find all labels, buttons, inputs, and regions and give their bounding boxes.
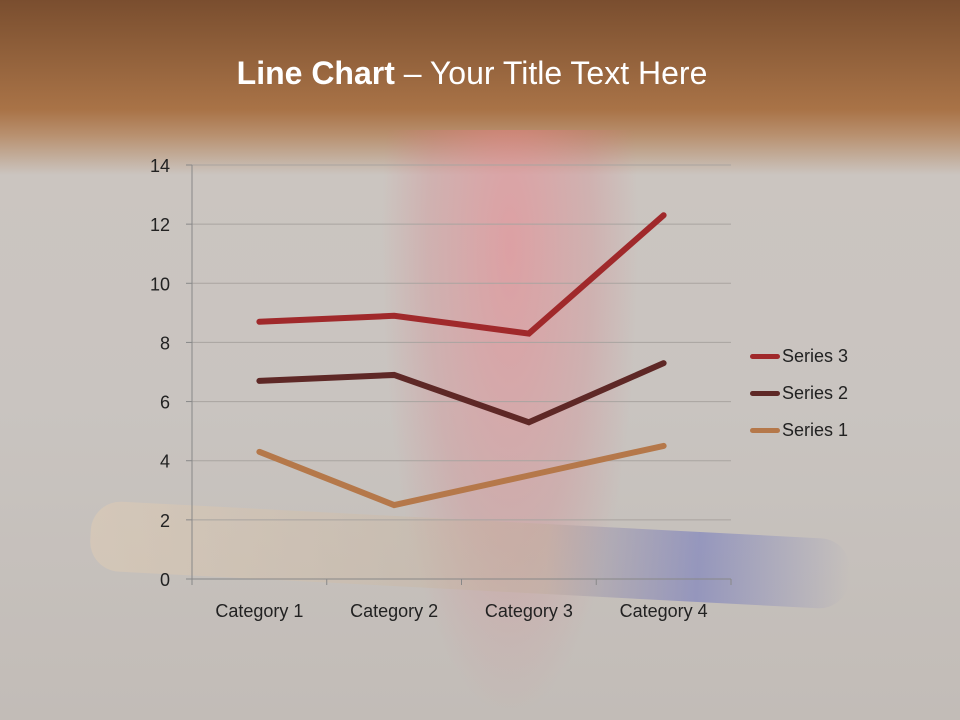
series-line-2 bbox=[256, 360, 667, 426]
title-bold: Line Chart bbox=[236, 55, 395, 91]
legend-label: Series 3 bbox=[782, 346, 849, 366]
legend-item-series-3: Series 3 bbox=[750, 338, 848, 375]
y-tick-label: 0 bbox=[160, 570, 170, 590]
legend-label: Series 1 bbox=[782, 420, 849, 440]
y-tick-label: 12 bbox=[150, 215, 170, 235]
y-tick-label: 2 bbox=[160, 511, 170, 531]
legend-swatch bbox=[750, 428, 780, 433]
y-tick-label: 8 bbox=[160, 333, 170, 353]
series-line-3 bbox=[256, 212, 667, 337]
y-tick-label: 14 bbox=[150, 156, 170, 176]
legend-swatch bbox=[750, 354, 780, 359]
background-photo-figure bbox=[380, 130, 640, 720]
x-tick-label: Category 3 bbox=[485, 601, 573, 621]
legend-swatch bbox=[750, 391, 780, 396]
x-tick-label: Category 2 bbox=[350, 601, 438, 621]
x-tick-label: Category 1 bbox=[215, 601, 303, 621]
legend-item-series-2: Series 2 bbox=[750, 375, 848, 412]
y-tick-label: 6 bbox=[160, 393, 170, 413]
slide-title: Line Chart – Your Title Text Here bbox=[0, 55, 944, 92]
legend: Series 3 Series 2 Series 1 bbox=[750, 338, 848, 449]
series-line-1 bbox=[256, 442, 667, 509]
y-tick-label: 4 bbox=[160, 452, 170, 472]
x-tick-label: Category 4 bbox=[620, 601, 708, 621]
y-tick-label: 10 bbox=[150, 274, 170, 294]
title-rest: – Your Title Text Here bbox=[394, 55, 708, 91]
legend-item-series-1: Series 1 bbox=[750, 412, 848, 449]
legend-label: Series 2 bbox=[782, 383, 849, 403]
